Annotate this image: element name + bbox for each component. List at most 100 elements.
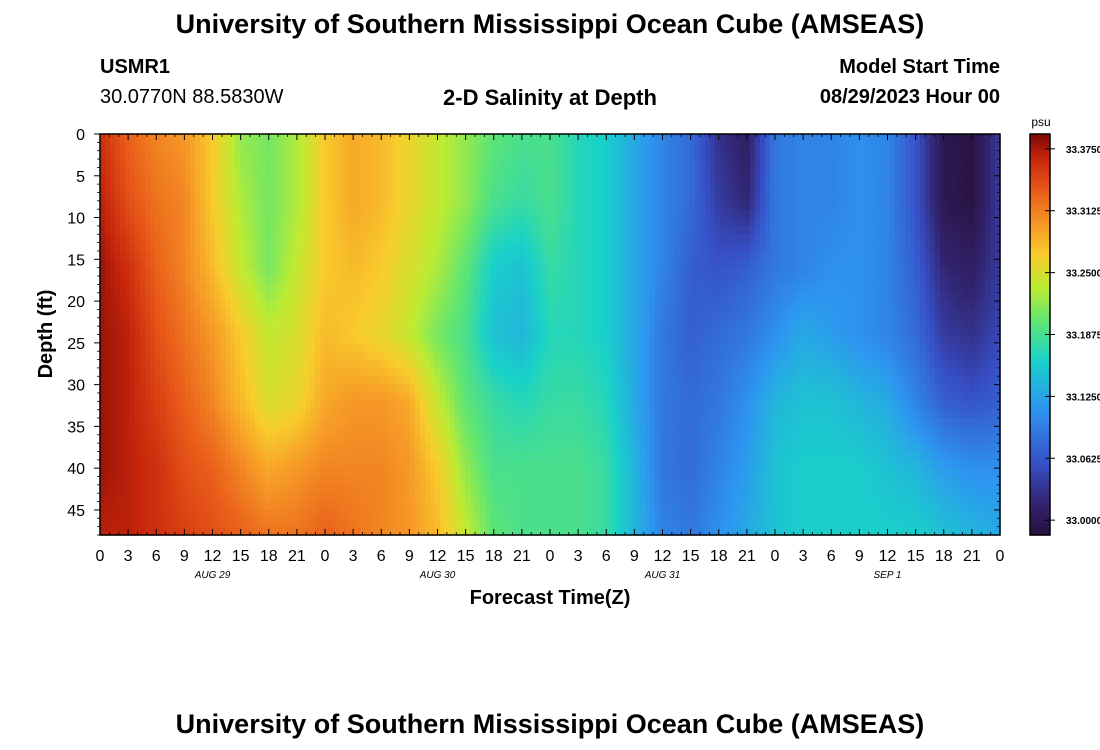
heatmap-cell	[215, 217, 221, 227]
heatmap-cell	[125, 184, 131, 194]
heatmap-cell	[620, 159, 626, 169]
heatmap-cell	[200, 200, 206, 210]
heatmap-cell	[530, 209, 536, 219]
heatmap-cell	[380, 159, 386, 169]
heatmap-cell	[895, 284, 901, 294]
heatmap-cell	[360, 200, 366, 210]
heatmap-cell	[255, 267, 261, 277]
heatmap-cell	[655, 276, 661, 285]
heatmap-cell	[690, 359, 696, 369]
heatmap-cell	[640, 159, 646, 169]
heatmap-cell	[420, 292, 426, 302]
heatmap-cell	[485, 250, 491, 260]
heatmap-cell	[950, 292, 956, 302]
heatmap-cell	[125, 159, 131, 169]
heatmap-cell	[275, 167, 281, 177]
heatmap-cell	[720, 309, 726, 319]
heatmap-cell	[510, 142, 516, 152]
heatmap-cell	[515, 184, 521, 194]
heatmap-cell	[355, 351, 361, 361]
heatmap-cell	[805, 184, 811, 194]
heatmap-cell	[710, 159, 716, 169]
heatmap-cell	[990, 217, 996, 227]
heatmap-cell	[405, 200, 411, 210]
heatmap-cell	[180, 217, 186, 227]
heatmap-cell	[190, 334, 196, 344]
heatmap-cell	[745, 234, 751, 244]
heatmap-cell	[175, 242, 181, 252]
heatmap-cell	[125, 200, 131, 210]
heatmap-cell	[750, 242, 756, 252]
heatmap-cell	[835, 159, 841, 169]
heatmap-cell	[415, 334, 421, 344]
heatmap-cell	[975, 301, 981, 311]
heatmap-cell	[760, 309, 766, 319]
heatmap-cell	[790, 276, 796, 285]
heatmap-cell	[510, 259, 516, 269]
heatmap-cell	[165, 317, 171, 327]
heatmap-cell	[870, 301, 876, 311]
heatmap-cell	[140, 309, 146, 319]
heatmap-cell	[555, 200, 561, 210]
heatmap-cell	[120, 250, 126, 260]
heatmap-cell	[630, 242, 636, 252]
heatmap-cell	[970, 209, 976, 219]
heatmap-cell	[340, 159, 346, 169]
heatmap-cell	[240, 359, 246, 369]
heatmap-cell	[900, 326, 906, 336]
heatmap-cell	[975, 309, 981, 319]
heatmap-cell	[360, 159, 366, 169]
heatmap-cell	[995, 351, 1001, 361]
heatmap-cell	[580, 242, 586, 252]
heatmap-cell	[115, 259, 121, 269]
heatmap-cell	[150, 142, 156, 152]
heatmap-cell	[610, 317, 616, 327]
heatmap-cell	[195, 292, 201, 302]
heatmap-cell	[110, 309, 116, 319]
heatmap-cell	[640, 309, 646, 319]
heatmap-cell	[535, 334, 541, 344]
heatmap-cell	[555, 209, 561, 219]
heatmap-cell	[675, 309, 681, 319]
heatmap-cell	[260, 259, 266, 269]
heatmap-cell	[155, 359, 161, 369]
heatmap-cell	[100, 267, 106, 277]
heatmap-cell	[235, 150, 241, 160]
heatmap-cell	[890, 234, 896, 244]
heatmap-cell	[980, 342, 986, 352]
heatmap-cell	[135, 359, 141, 369]
heatmap-cell	[820, 284, 826, 294]
heatmap-cell	[540, 184, 546, 194]
heatmap-cell	[215, 276, 221, 285]
heatmap-cell	[565, 292, 571, 302]
heatmap-cell	[745, 267, 751, 277]
heatmap-cell	[875, 217, 881, 227]
heatmap-cell	[380, 217, 386, 227]
heatmap-cell	[120, 317, 126, 327]
heatmap-cell	[515, 267, 521, 277]
heatmap-cell	[115, 150, 121, 160]
heatmap-cell	[235, 250, 241, 260]
heatmap-cell	[720, 242, 726, 252]
heatmap-cell	[330, 267, 336, 277]
heatmap-cell	[150, 184, 156, 194]
heatmap-cell	[540, 234, 546, 244]
heatmap-cell	[245, 142, 251, 152]
heatmap-cell	[130, 242, 136, 252]
heatmap-cell	[725, 209, 731, 219]
heatmap-cell	[645, 301, 651, 311]
heatmap-cell	[280, 134, 286, 143]
heatmap-cell	[295, 184, 301, 194]
heatmap-cell	[660, 142, 666, 152]
heatmap-cell	[740, 359, 746, 369]
heatmap-cell	[935, 301, 941, 311]
heatmap-cell	[375, 359, 381, 369]
heatmap-cell	[210, 192, 216, 202]
heatmap-cell	[255, 142, 261, 152]
heatmap-cell	[425, 209, 431, 219]
heatmap-cell	[390, 317, 396, 327]
heatmap-cell	[220, 326, 226, 336]
heatmap-cell	[540, 334, 546, 344]
heatmap-cell	[350, 276, 356, 285]
heatmap-cell	[475, 150, 481, 160]
